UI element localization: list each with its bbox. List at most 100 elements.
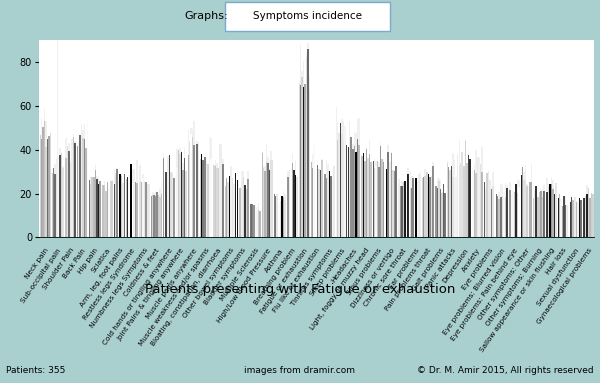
Bar (494, 173, 496, 237)
Bar (42, 40, 44, 128)
Bar (367, 40, 369, 158)
Bar (193, 40, 195, 121)
Bar (460, 40, 461, 163)
Bar (326, 178, 327, 237)
Bar (309, 40, 310, 75)
Bar (76, 139, 77, 237)
Bar (469, 40, 470, 159)
Bar (248, 40, 250, 210)
Bar (215, 40, 216, 160)
Bar (112, 40, 113, 180)
Bar (202, 159, 204, 237)
Bar (128, 166, 130, 237)
Bar (537, 192, 539, 237)
Bar (529, 40, 531, 182)
Bar (122, 180, 124, 237)
Bar (256, 40, 258, 207)
Bar (182, 170, 184, 237)
Bar (434, 40, 435, 179)
Bar (175, 40, 176, 157)
Bar (521, 40, 523, 167)
Bar (87, 116, 88, 237)
Bar (275, 40, 277, 196)
Bar (563, 40, 565, 196)
Bar (540, 40, 542, 190)
Bar (50, 40, 52, 133)
Bar (74, 143, 76, 237)
Bar (397, 170, 398, 237)
Bar (386, 40, 388, 169)
Bar (580, 196, 581, 237)
Bar (244, 177, 245, 237)
Bar (524, 40, 526, 165)
Bar (337, 40, 338, 122)
Bar (150, 40, 152, 196)
Bar (39, 40, 41, 135)
Bar (191, 137, 193, 237)
Bar (67, 40, 68, 146)
Bar (96, 40, 98, 176)
Bar (485, 190, 486, 237)
Bar (458, 165, 460, 237)
Bar (532, 188, 534, 237)
Bar (347, 136, 349, 237)
Bar (383, 162, 385, 237)
Bar (221, 152, 223, 237)
Bar (366, 149, 367, 237)
Bar (474, 40, 475, 165)
Bar (346, 136, 347, 237)
Bar (446, 163, 448, 237)
Bar (578, 40, 580, 198)
Bar (369, 154, 370, 237)
Bar (142, 40, 144, 174)
Bar (586, 40, 588, 185)
Bar (61, 153, 62, 237)
Bar (85, 40, 87, 148)
Bar (88, 40, 90, 180)
Bar (502, 40, 503, 185)
Bar (489, 40, 491, 180)
Bar (403, 176, 404, 237)
Bar (580, 40, 581, 200)
Bar (378, 40, 380, 162)
Bar (293, 40, 295, 170)
Bar (394, 40, 395, 171)
Bar (428, 169, 429, 237)
Bar (161, 194, 163, 237)
Bar (331, 40, 332, 176)
Bar (128, 40, 130, 175)
Bar (443, 178, 445, 237)
Bar (554, 40, 556, 194)
Bar (557, 40, 559, 193)
Bar (440, 40, 442, 180)
Bar (356, 139, 358, 237)
Bar (388, 152, 389, 237)
Bar (492, 40, 494, 172)
Bar (385, 40, 386, 157)
Bar (91, 40, 93, 177)
Bar (347, 40, 349, 147)
Bar (496, 40, 497, 194)
Bar (198, 149, 199, 237)
Bar (130, 162, 131, 237)
Bar (464, 40, 466, 140)
Bar (144, 40, 145, 181)
Bar (534, 40, 535, 190)
Bar (508, 40, 509, 185)
Bar (381, 40, 383, 159)
Bar (79, 40, 80, 135)
Bar (270, 160, 272, 237)
Bar (575, 203, 577, 237)
Bar (467, 155, 469, 237)
Bar (196, 40, 198, 141)
Bar (517, 193, 518, 237)
Bar (413, 40, 415, 187)
Bar (350, 131, 352, 237)
Bar (299, 40, 301, 45)
Bar (187, 155, 188, 237)
Bar (173, 40, 175, 178)
Bar (272, 40, 274, 160)
Bar (153, 40, 155, 193)
Bar (489, 177, 491, 237)
Bar (377, 40, 378, 161)
